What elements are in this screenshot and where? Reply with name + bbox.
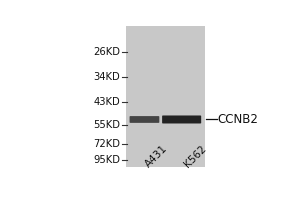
Text: 72KD: 72KD xyxy=(93,139,120,149)
Text: 43KD: 43KD xyxy=(93,97,120,107)
Text: 34KD: 34KD xyxy=(93,72,120,82)
Text: CCNB2: CCNB2 xyxy=(218,113,259,126)
Text: A431: A431 xyxy=(143,143,170,170)
Text: 55KD: 55KD xyxy=(93,120,120,130)
FancyBboxPatch shape xyxy=(130,116,159,123)
Text: 95KD: 95KD xyxy=(93,155,120,165)
Bar xyxy=(126,26,205,167)
FancyBboxPatch shape xyxy=(162,115,201,123)
Text: K562: K562 xyxy=(183,144,209,170)
Text: 26KD: 26KD xyxy=(93,47,120,57)
